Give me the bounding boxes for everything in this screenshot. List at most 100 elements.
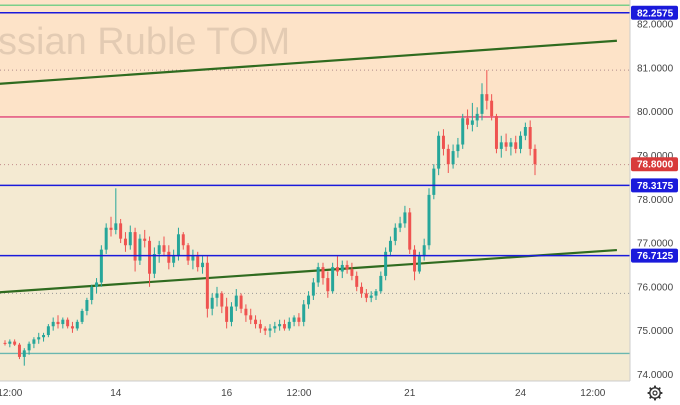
- candle: [3, 340, 7, 346]
- candle: [480, 83, 484, 121]
- candle-body: [446, 148, 450, 165]
- settings-gear-icon[interactable]: [647, 385, 663, 401]
- candle: [191, 249, 195, 270]
- candle-body: [234, 295, 238, 307]
- candle: [46, 324, 50, 338]
- candle-body: [374, 291, 378, 296]
- candle-body: [432, 168, 436, 195]
- candle-body: [311, 282, 315, 296]
- candle-body: [398, 223, 402, 228]
- x-tick-labels: 12:00 14 16 12:00 21 24 12:00: [0, 388, 606, 399]
- candle-body: [123, 238, 127, 246]
- candle-body: [417, 256, 421, 272]
- candle-body: [350, 269, 354, 276]
- candle-body: [215, 293, 219, 298]
- candle-body: [133, 232, 137, 261]
- candle: [22, 348, 26, 366]
- candle: [205, 256, 209, 318]
- candle-body: [3, 342, 7, 344]
- trend-lines: [0, 39, 617, 294]
- candle: [345, 260, 349, 274]
- candle-body: [393, 227, 397, 241]
- candle-body: [51, 321, 55, 327]
- trend-line-1[interactable]: [0, 248, 617, 294]
- trend-line-0[interactable]: [0, 39, 617, 85]
- y-tick-label: 80.0000: [637, 107, 674, 118]
- candle-body: [379, 275, 383, 292]
- candle-body: [335, 267, 339, 272]
- candle: [220, 291, 224, 314]
- candle: [148, 236, 152, 287]
- candle-body: [75, 321, 79, 329]
- candle: [331, 262, 335, 294]
- candle-body: [32, 339, 36, 344]
- candle-body: [148, 240, 152, 274]
- candle: [162, 236, 166, 257]
- candle-body: [225, 306, 229, 322]
- candle-body: [533, 148, 537, 165]
- candle: [85, 297, 89, 316]
- candle: [384, 247, 388, 281]
- candle-body: [143, 238, 147, 241]
- candle-body: [80, 310, 84, 322]
- zone-0: [0, 0, 630, 119]
- candle-body: [27, 343, 31, 351]
- candle-body: [499, 142, 503, 149]
- candle-body: [114, 223, 118, 230]
- candle-body: [205, 262, 209, 309]
- candle: [104, 223, 108, 254]
- candle: [95, 278, 99, 294]
- candle: [42, 332, 46, 342]
- candle: [152, 247, 156, 279]
- candle: [533, 144, 537, 176]
- candle: [437, 131, 441, 176]
- candle: [355, 271, 359, 292]
- candle-body: [229, 306, 233, 322]
- x-tick-label: 12:00: [580, 388, 605, 399]
- candle: [239, 293, 243, 314]
- candle: [427, 188, 431, 250]
- x-tick-label: 24: [515, 388, 527, 399]
- candle-body: [61, 319, 65, 325]
- candle: [27, 341, 31, 355]
- candle: [528, 120, 532, 156]
- time-axis[interactable]: [0, 381, 630, 405]
- candle-body: [523, 127, 527, 136]
- candle: [519, 131, 523, 154]
- candle: [17, 342, 21, 360]
- candle-body: [167, 251, 171, 263]
- candle: [326, 271, 330, 298]
- last-price-badge-label: 78.8000: [637, 160, 674, 171]
- candle-body: [364, 293, 368, 298]
- candle: [490, 94, 494, 121]
- candle-body: [37, 337, 41, 340]
- candle-body: [485, 94, 489, 101]
- candle-body: [480, 94, 484, 114]
- candle-body: [152, 254, 156, 274]
- candle-body: [196, 256, 200, 268]
- candle-body: [355, 275, 359, 287]
- candle: [335, 256, 339, 276]
- candle: [446, 144, 450, 173]
- x-tick-label: 12:00: [0, 388, 23, 399]
- price-axis[interactable]: [630, 0, 680, 405]
- candle-body: [254, 319, 258, 325]
- candle: [181, 232, 185, 250]
- candle-body: [427, 194, 431, 246]
- candle-body: [17, 344, 21, 357]
- candle-body: [528, 127, 532, 149]
- candle-body: [316, 267, 320, 283]
- candle-body: [172, 256, 176, 263]
- candle: [451, 144, 455, 169]
- candle: [461, 113, 465, 149]
- y-tick-label: 75.0000: [637, 326, 674, 337]
- candle: [297, 313, 301, 327]
- candle-body: [181, 234, 185, 246]
- level-badge-1-label: 78.3175: [637, 181, 674, 192]
- y-tick-label: 81.0000: [637, 63, 674, 74]
- candle: [441, 129, 445, 156]
- candle: [302, 299, 306, 327]
- candle-body: [99, 249, 103, 283]
- candle: [109, 216, 113, 237]
